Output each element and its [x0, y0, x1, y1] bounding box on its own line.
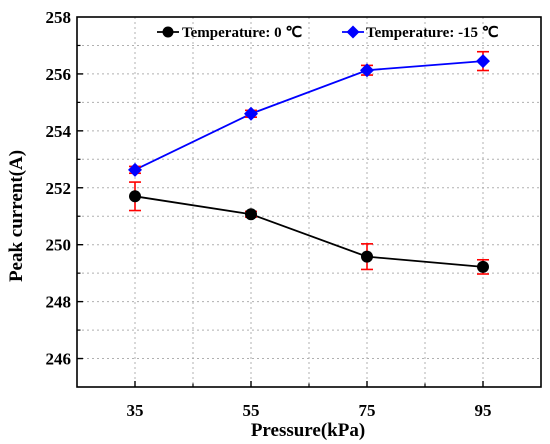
y-axis-title: Peak current(A) [6, 150, 27, 282]
legend-label: Temperature: 0 ℃ [182, 25, 302, 41]
legend-label: Temperature: -15 ℃ [366, 25, 499, 41]
data-markers [128, 54, 490, 273]
y-tick-label: 256 [46, 65, 72, 84]
axis-ticks [77, 44, 484, 387]
data-point [245, 208, 257, 221]
y-tick-label: 252 [46, 179, 72, 198]
y-tick-label: 246 [46, 350, 72, 369]
data-point [244, 106, 258, 121]
x-tick-label: 55 [243, 401, 260, 420]
grid [77, 17, 541, 387]
x-axis-title: Pressure(kPa) [251, 420, 365, 441]
data-point [361, 250, 373, 263]
series-line-0 [134, 195, 484, 268]
legend: Temperature: 0 ℃ Temperature: -15 ℃ [157, 25, 499, 41]
data-point [477, 260, 489, 273]
series-lines [134, 60, 484, 268]
data-point [476, 54, 490, 69]
y-tick-label: 254 [46, 122, 72, 141]
data-point [128, 162, 142, 177]
y-tick-label: 258 [46, 8, 72, 27]
y-tick-label: 250 [46, 236, 72, 255]
legend-marker [346, 25, 360, 39]
legend-marker [162, 26, 174, 38]
x-tick-label: 95 [475, 401, 492, 420]
series-line-1 [134, 60, 484, 171]
data-point [129, 190, 141, 203]
x-tick-label: 35 [127, 401, 144, 420]
x-tick-labels: 35 55 75 95 [127, 401, 492, 420]
x-tick-label: 75 [359, 401, 376, 420]
data-point [360, 63, 374, 78]
y-tick-label: 248 [46, 293, 72, 312]
y-tick-labels: 246 248 250 252 254 256 258 [46, 8, 72, 369]
